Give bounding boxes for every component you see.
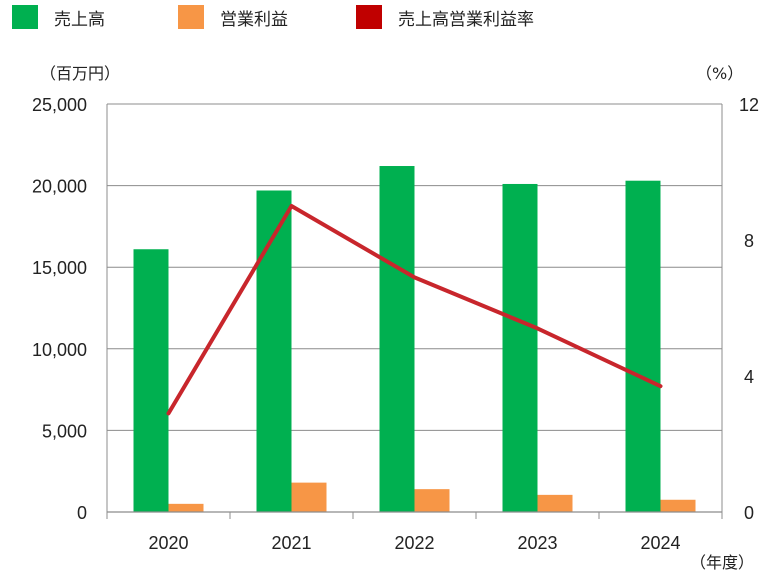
bar-sales <box>625 180 661 513</box>
x-axis-tick-label: 2020 <box>148 533 188 553</box>
x-axis-tick-label: 2021 <box>271 533 311 553</box>
legend-item-operating-profit: 営業利益 <box>178 4 288 30</box>
left-axis-tick-label: 15,000 <box>32 258 87 278</box>
left-axis-tick-label: 25,000 <box>32 95 87 115</box>
bar-sales <box>256 190 292 512</box>
left-axis-tick-label: 20,000 <box>32 177 87 197</box>
bar-sales <box>133 249 169 513</box>
legend-swatch-operating-margin <box>356 5 382 29</box>
legend-label-sales: 売上高 <box>54 9 105 30</box>
line-operating-margin <box>166 204 663 416</box>
legend-label-operating-profit: 営業利益 <box>220 9 288 30</box>
legend-swatch-operating-profit <box>178 5 204 29</box>
legend-label-operating-margin: 売上高営業利益率 <box>398 9 534 30</box>
right-axis-unit-label: （%） <box>696 64 744 83</box>
right-axis-tick-label: 4 <box>744 367 754 387</box>
left-axis-tick-label: 10,000 <box>32 340 87 360</box>
legend-item-sales: 売上高 <box>12 4 105 30</box>
bar-sales <box>502 183 538 512</box>
left-axis-tick-label: 5,000 <box>42 421 87 441</box>
bar-operating-profit <box>537 494 573 512</box>
left-axis-tick-label: 0 <box>77 503 87 523</box>
bar-operating-profit <box>291 482 327 512</box>
bar-operating-profit <box>168 503 204 512</box>
x-axis-tick-label: 2024 <box>640 533 680 553</box>
x-axis-unit-label: （年度） <box>690 553 755 572</box>
x-axis-tick-label: 2023 <box>517 533 557 553</box>
legend-item-operating-margin: 売上高営業利益率 <box>356 4 534 30</box>
right-axis-tick-label: 12 <box>739 95 759 115</box>
x-axis-tick-label: 2022 <box>394 533 434 553</box>
right-axis-tick-label: 8 <box>744 231 754 251</box>
bar-operating-profit <box>660 499 696 512</box>
right-axis-tick-label: 0 <box>744 503 754 523</box>
bar-operating-profit <box>414 489 450 512</box>
legend-swatch-sales <box>12 5 38 29</box>
left-axis-unit-label: （百万円） <box>40 64 121 83</box>
bar-sales <box>379 166 415 513</box>
